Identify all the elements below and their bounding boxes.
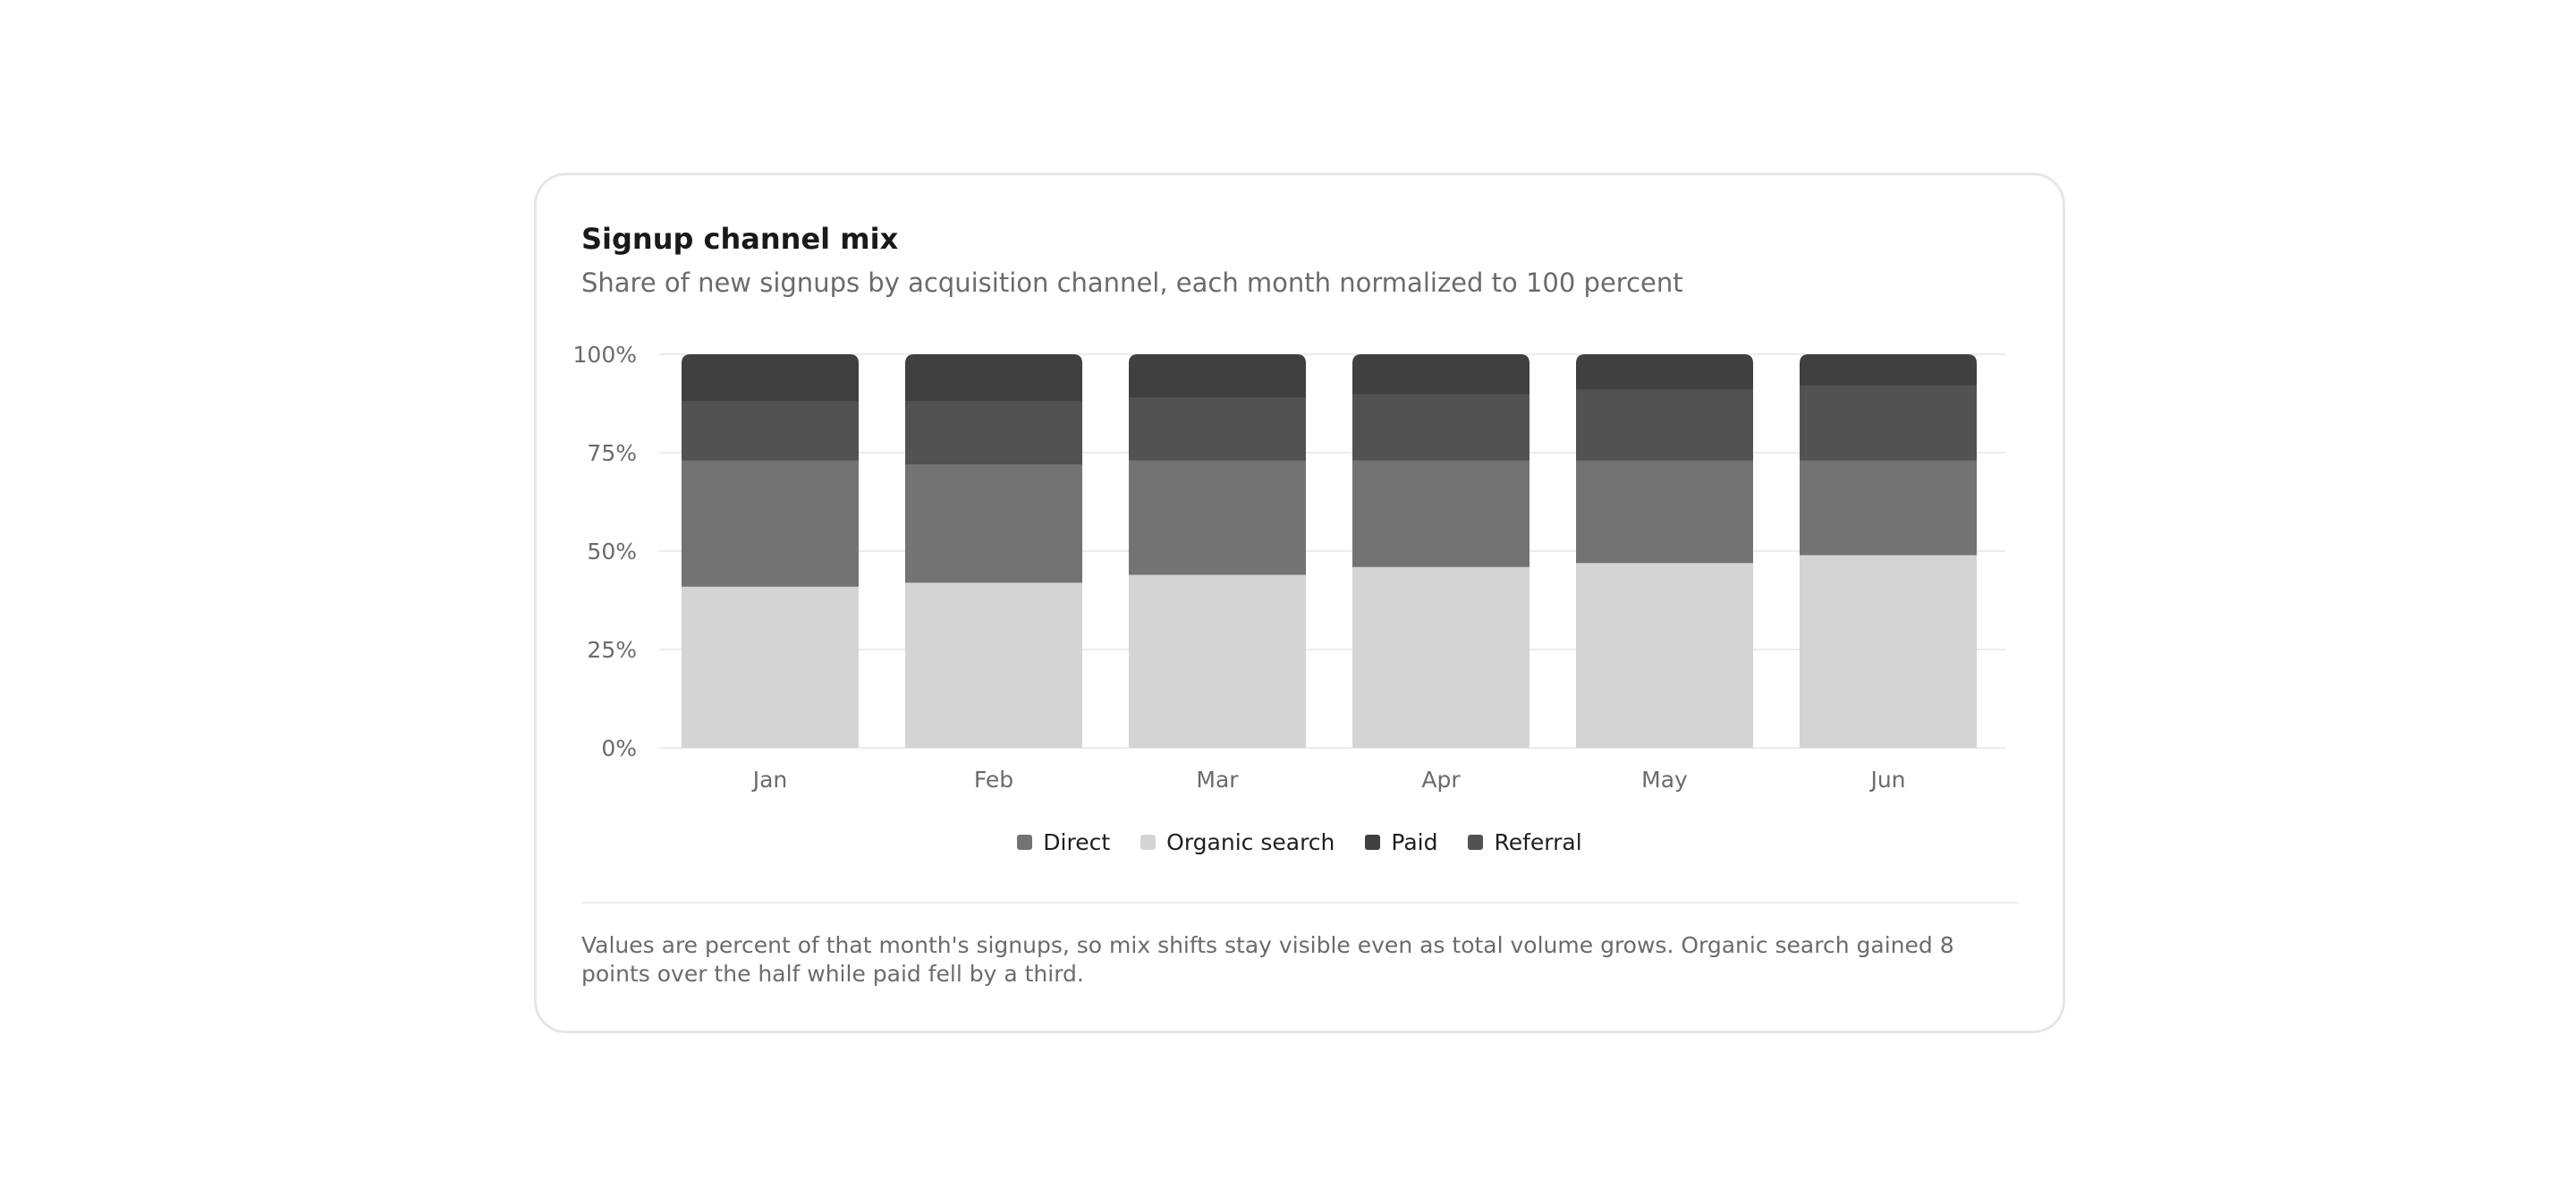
- axis-labels: 0% 25% 50% 75% 100% Jan Feb Mar Apr May Jun: [573, 342, 1906, 793]
- bar-stack-jun: [1800, 354, 1977, 748]
- bar-segment-referral: [1576, 389, 1753, 461]
- y-tick-label: 50%: [587, 539, 637, 565]
- bar-segment-referral: [1800, 386, 1977, 461]
- legend-label: Direct: [1043, 829, 1111, 855]
- chart-title: Signup channel mix: [581, 222, 899, 256]
- divider: [581, 902, 2018, 904]
- x-tick-label: Mar: [1196, 767, 1239, 793]
- legend-item-referral: Referral: [1468, 829, 1582, 855]
- bar-segment-direct: [905, 464, 1082, 583]
- bar-segment-organic-search: [1129, 574, 1306, 748]
- bar-segment-direct: [1129, 460, 1306, 575]
- bar-segment-organic-search: [905, 582, 1082, 748]
- bar-segment-paid: [1800, 354, 1977, 386]
- chart-card: Signup channel mix Share of new signups …: [534, 173, 2065, 1033]
- bar-segment-referral: [682, 401, 859, 461]
- legend-item-paid: Paid: [1365, 829, 1437, 855]
- stacked-bar-chart: 0% 25% 50% 75% 100% Jan Feb Mar Apr May Jun: [573, 342, 2005, 793]
- y-tick-label: 0%: [601, 735, 637, 761]
- bar-stack-jan: [682, 354, 859, 748]
- bar-segment-organic-search: [682, 586, 859, 748]
- chart-subtitle: Share of new signups by acquisition chan…: [581, 267, 1683, 298]
- legend-label: Organic search: [1166, 829, 1335, 855]
- legend-label: Referral: [1494, 829, 1582, 855]
- bar-stack-mar: [1129, 354, 1306, 748]
- bar-segment-organic-search: [1576, 563, 1753, 748]
- x-tick-label: Jun: [1868, 767, 1905, 793]
- y-tick-label: 100%: [573, 342, 637, 368]
- bar-segment-direct: [1576, 460, 1753, 564]
- y-tick-label: 25%: [587, 637, 637, 663]
- legend-label: Paid: [1391, 829, 1438, 855]
- legend-swatch: [1017, 835, 1033, 850]
- bar-segment-paid: [682, 354, 859, 402]
- legend-item-direct: Direct: [1017, 829, 1110, 855]
- bar-segment-paid: [1129, 354, 1306, 398]
- x-tick-label: Apr: [1421, 767, 1461, 793]
- bar-segment-paid: [1352, 354, 1530, 394]
- x-tick-label: Jan: [751, 767, 788, 793]
- bar-segment-direct: [1352, 460, 1530, 567]
- bar-segment-referral: [1352, 394, 1530, 461]
- y-tick-label: 75%: [587, 440, 637, 466]
- bar-segment-organic-search: [1800, 555, 1977, 748]
- legend-swatch: [1140, 835, 1157, 850]
- grid-lines: [659, 353, 2005, 749]
- legend-swatch: [1468, 835, 1484, 850]
- x-tick-label: Feb: [974, 767, 1013, 793]
- bars: [682, 354, 1977, 748]
- chart-note: Values are percent of that month's signu…: [581, 932, 1954, 987]
- bar-segment-referral: [905, 401, 1082, 465]
- bar-segment-paid: [905, 354, 1082, 402]
- x-tick-label: May: [1641, 767, 1688, 793]
- bar-segment-direct: [1800, 460, 1977, 556]
- bar-segment-referral: [1129, 397, 1306, 461]
- legend-swatch: [1365, 835, 1381, 850]
- bar-segment-paid: [1576, 354, 1753, 390]
- bar-segment-direct: [682, 460, 859, 587]
- bar-stack-apr: [1352, 354, 1530, 748]
- bar-segment-organic-search: [1352, 566, 1530, 748]
- chart-legend: Direct Organic search Paid Referral: [537, 829, 2063, 855]
- legend-item-organic-search: Organic search: [1140, 829, 1335, 855]
- bar-stack-may: [1576, 354, 1753, 748]
- bar-stack-feb: [905, 354, 1082, 748]
